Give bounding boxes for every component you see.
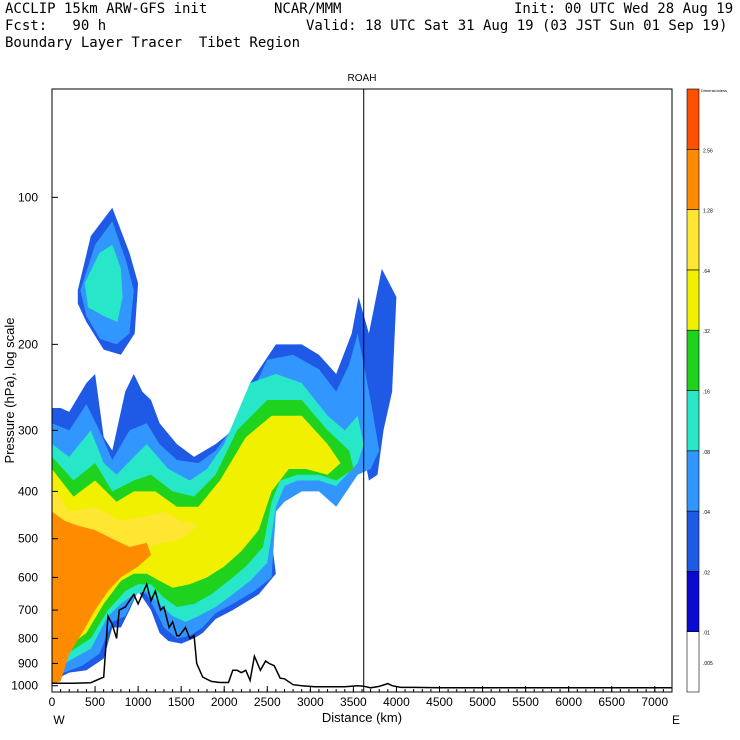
colorbar-swatch	[686, 149, 700, 210]
x-tick-label: 500	[85, 695, 105, 709]
x-tick-label: 6500	[598, 695, 625, 709]
x-tick-label: 0	[49, 695, 56, 709]
x-tick-label: 4000	[383, 695, 410, 709]
y-axis-label: Pressure (hPa), log scale	[2, 318, 17, 464]
colorbar-swatch	[686, 390, 700, 452]
x-tick-label: 2500	[254, 695, 281, 709]
y-tick-label: 600	[18, 570, 38, 584]
colorbar-swatch	[686, 209, 700, 271]
x-tick-label: 7000	[641, 695, 668, 709]
x-tick-label: 6000	[555, 695, 582, 709]
colorbar-label: .32	[703, 329, 710, 335]
x-tick-label: 1000	[125, 695, 152, 709]
colorbar-swatch	[686, 450, 700, 512]
y-tick-label: 500	[18, 532, 38, 546]
colorbar-label: .08	[703, 450, 710, 456]
colorbar-swatch	[686, 88, 700, 150]
x-axis-label: Distance (km)	[322, 710, 402, 725]
colorbar-top-label: Dimensionless	[701, 88, 727, 93]
west-label: W	[53, 713, 65, 727]
y-tick-label: 100	[18, 190, 38, 204]
colorbar-label: 1.28	[703, 209, 713, 215]
header-line1-right: Init: 00 UTC Wed 28 Aug 19	[514, 1, 734, 17]
y-tick-label: 1000	[11, 679, 38, 693]
y-axis: 100 200 300 400 500 600 700 800 900 1000	[11, 190, 58, 693]
terrain-line	[52, 582, 672, 689]
header-line1-left: ACCLIP 15km ARW-GFS init	[5, 1, 208, 17]
y-tick-label: 800	[18, 631, 38, 645]
x-tick-label: 5500	[512, 695, 539, 709]
colorbar-swatch	[686, 631, 700, 693]
tracer-shading	[52, 207, 397, 684]
header-line2-left: Fcst: 90 h	[5, 18, 107, 34]
y-tick-label: 900	[18, 656, 38, 670]
colorbar-swatch	[686, 571, 700, 633]
colorbar-label: 2.56	[703, 148, 713, 154]
terrain-layer	[52, 582, 672, 689]
header-line1-center: NCAR/MMM	[274, 1, 342, 17]
colorbar-label: .16	[703, 390, 710, 396]
east-label: E	[672, 713, 680, 727]
y-tick-label: 400	[18, 484, 38, 498]
shaded-region-9	[52, 511, 151, 684]
y-tick-label: 700	[18, 603, 38, 617]
colorbar-label: .04	[703, 510, 710, 516]
header-line3-left: Boundary Layer Tracer Tibet Region	[5, 35, 301, 51]
x-tick-label: 4500	[426, 695, 453, 709]
x-tick-label: 5000	[469, 695, 496, 709]
colorbar-label: .02	[703, 570, 710, 576]
chart-title: ROAH	[348, 73, 377, 84]
colorbar: .005 .01 .02 .04 .08 .16 .32 .64 1.28 2.56 Dimensi…	[686, 88, 727, 693]
x-tick-label: 1500	[168, 695, 195, 709]
colorbar-label: .01	[703, 631, 710, 637]
x-tick-label: 3000	[297, 695, 324, 709]
colorbar-swatch	[686, 269, 700, 331]
y-tick-label: 300	[18, 423, 38, 437]
x-tick-label: 2000	[211, 695, 238, 709]
header-line2-right: Valid: 18 UTC Sat 31 Aug 19 (03 JST Sun …	[306, 18, 728, 34]
shaded-region-2	[84, 244, 123, 322]
colorbar-label: .005	[703, 661, 713, 667]
colorbar-swatch	[686, 329, 700, 391]
y-tick-label: 200	[18, 337, 38, 351]
x-tick-label: 3500	[340, 695, 367, 709]
colorbar-swatch	[686, 510, 700, 572]
colorbar-label: .64	[703, 269, 710, 275]
x-axis: 0 500 1000 1500 2000 2500 3000 3500 4000 4500 5000…	[49, 686, 673, 709]
shaded-region-7	[52, 415, 341, 659]
